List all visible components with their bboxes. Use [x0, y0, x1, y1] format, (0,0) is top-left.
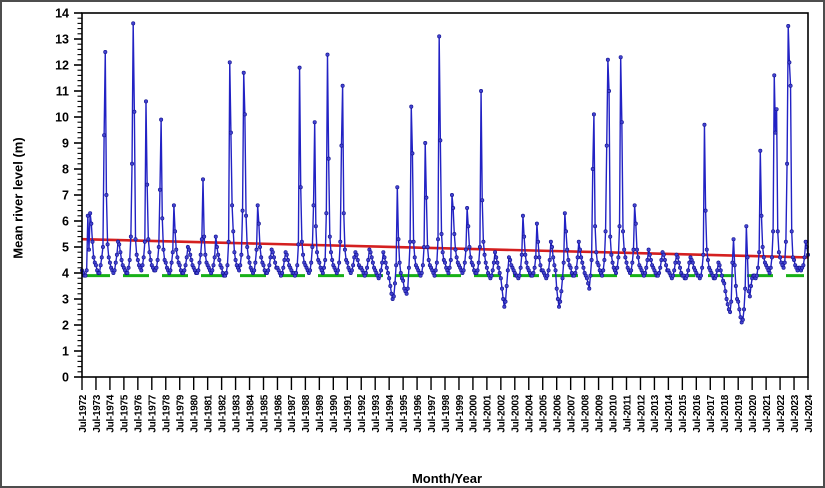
svg-text:Jul-2001: Jul-2001 — [483, 394, 494, 432]
svg-text:Jul-1986: Jul-1986 — [273, 394, 284, 432]
svg-text:5: 5 — [62, 241, 69, 255]
svg-text:Jul-2024: Jul-2024 — [804, 394, 815, 432]
svg-text:0: 0 — [62, 371, 69, 385]
svg-text:3: 3 — [62, 293, 69, 307]
svg-text:7: 7 — [62, 189, 69, 203]
svg-text:Jul-1979: Jul-1979 — [176, 394, 187, 432]
x-axis-title: Month/Year — [411, 471, 483, 486]
svg-text:Jul-2020: Jul-2020 — [748, 394, 759, 432]
svg-text:Jul-2016: Jul-2016 — [692, 394, 703, 432]
svg-text:Jul-1990: Jul-1990 — [329, 394, 340, 432]
svg-text:Jul-2015: Jul-2015 — [678, 394, 689, 432]
svg-text:Jul-2022: Jul-2022 — [776, 394, 787, 432]
svg-text:Jul-2011: Jul-2011 — [622, 394, 633, 432]
svg-text:Jul-2003: Jul-2003 — [511, 394, 522, 432]
river-level-markers — [80, 21, 810, 325]
svg-text:Jul-2019: Jul-2019 — [734, 394, 745, 432]
plot-frame — [81, 12, 809, 378]
svg-text:Jul-1997: Jul-1997 — [427, 394, 438, 432]
x-axis-tick-labels: Jul-1972 Jul-1973 Jul-1974 Jul-1975 Jul-1976… — [78, 394, 815, 432]
svg-text:Jul-2008: Jul-2008 — [580, 394, 591, 432]
svg-text:Jul-2017: Jul-2017 — [706, 394, 717, 432]
svg-text:Jul-1974: Jul-1974 — [106, 394, 117, 432]
svg-text:Jul-1987: Jul-1987 — [287, 394, 298, 432]
svg-text:14: 14 — [55, 7, 69, 21]
svg-text:Jul-2009: Jul-2009 — [594, 394, 605, 432]
svg-text:Jul-2007: Jul-2007 — [566, 394, 577, 432]
svg-text:Jul-2006: Jul-2006 — [552, 394, 563, 432]
svg-text:Jul-1978: Jul-1978 — [162, 394, 173, 432]
svg-text:Jul-2018: Jul-2018 — [720, 394, 731, 432]
y-axis-ticks — [74, 12, 82, 378]
svg-text:4: 4 — [62, 267, 69, 281]
svg-text:Jul-2004: Jul-2004 — [525, 394, 536, 432]
svg-text:Jul-1975: Jul-1975 — [120, 394, 131, 432]
svg-text:Jul-1993: Jul-1993 — [371, 394, 382, 432]
svg-text:Jul-2014: Jul-2014 — [664, 394, 675, 432]
svg-text:Jul-1983: Jul-1983 — [231, 394, 242, 432]
svg-text:Jul-1995: Jul-1995 — [399, 394, 410, 432]
svg-text:Jul-2023: Jul-2023 — [790, 394, 801, 432]
svg-text:13: 13 — [55, 33, 69, 47]
svg-text:Jul-1980: Jul-1980 — [189, 394, 200, 432]
svg-text:Jul-1989: Jul-1989 — [315, 394, 326, 432]
y-axis-title: Mean river level (m) — [10, 137, 26, 259]
svg-text:Jul-1977: Jul-1977 — [148, 394, 159, 432]
svg-text:6: 6 — [62, 215, 69, 229]
svg-text:8: 8 — [62, 163, 69, 177]
trend-line — [81, 237, 809, 259]
svg-text:11: 11 — [56, 85, 69, 99]
svg-text:Jul-2021: Jul-2021 — [762, 394, 773, 432]
svg-text:Jul-2013: Jul-2013 — [650, 394, 661, 432]
x-axis-ticks — [81, 377, 809, 390]
svg-text:9: 9 — [62, 137, 69, 151]
svg-text:Jul-1984: Jul-1984 — [245, 394, 256, 432]
svg-text:Jul-1982: Jul-1982 — [217, 394, 228, 432]
svg-text:Jul-2002: Jul-2002 — [497, 394, 508, 432]
svg-text:Jul-1973: Jul-1973 — [92, 394, 103, 432]
svg-text:Jul-2010: Jul-2010 — [608, 394, 619, 432]
svg-text:12: 12 — [55, 59, 69, 73]
svg-text:10: 10 — [55, 111, 69, 125]
svg-text:Jul-1994: Jul-1994 — [385, 394, 396, 432]
svg-text:Jul-2012: Jul-2012 — [636, 394, 647, 432]
svg-text:Jul-2005: Jul-2005 — [539, 394, 550, 432]
svg-text:Jul-2000: Jul-2000 — [469, 394, 480, 432]
svg-text:Jul-1976: Jul-1976 — [134, 394, 145, 432]
svg-text:2: 2 — [62, 319, 69, 333]
svg-text:Jul-1985: Jul-1985 — [259, 394, 270, 432]
svg-text:Jul-1991: Jul-1991 — [343, 394, 354, 432]
svg-text:1: 1 — [62, 345, 69, 359]
svg-text:Jul-1992: Jul-1992 — [357, 394, 368, 432]
svg-text:Jul-1981: Jul-1981 — [203, 394, 214, 432]
svg-text:Jul-1988: Jul-1988 — [301, 394, 312, 432]
svg-text:Jul-1996: Jul-1996 — [413, 394, 424, 432]
svg-text:Jul-1998: Jul-1998 — [441, 394, 452, 432]
svg-text:Jul-1972: Jul-1972 — [78, 394, 89, 432]
svg-text:Jul-1999: Jul-1999 — [455, 394, 466, 432]
